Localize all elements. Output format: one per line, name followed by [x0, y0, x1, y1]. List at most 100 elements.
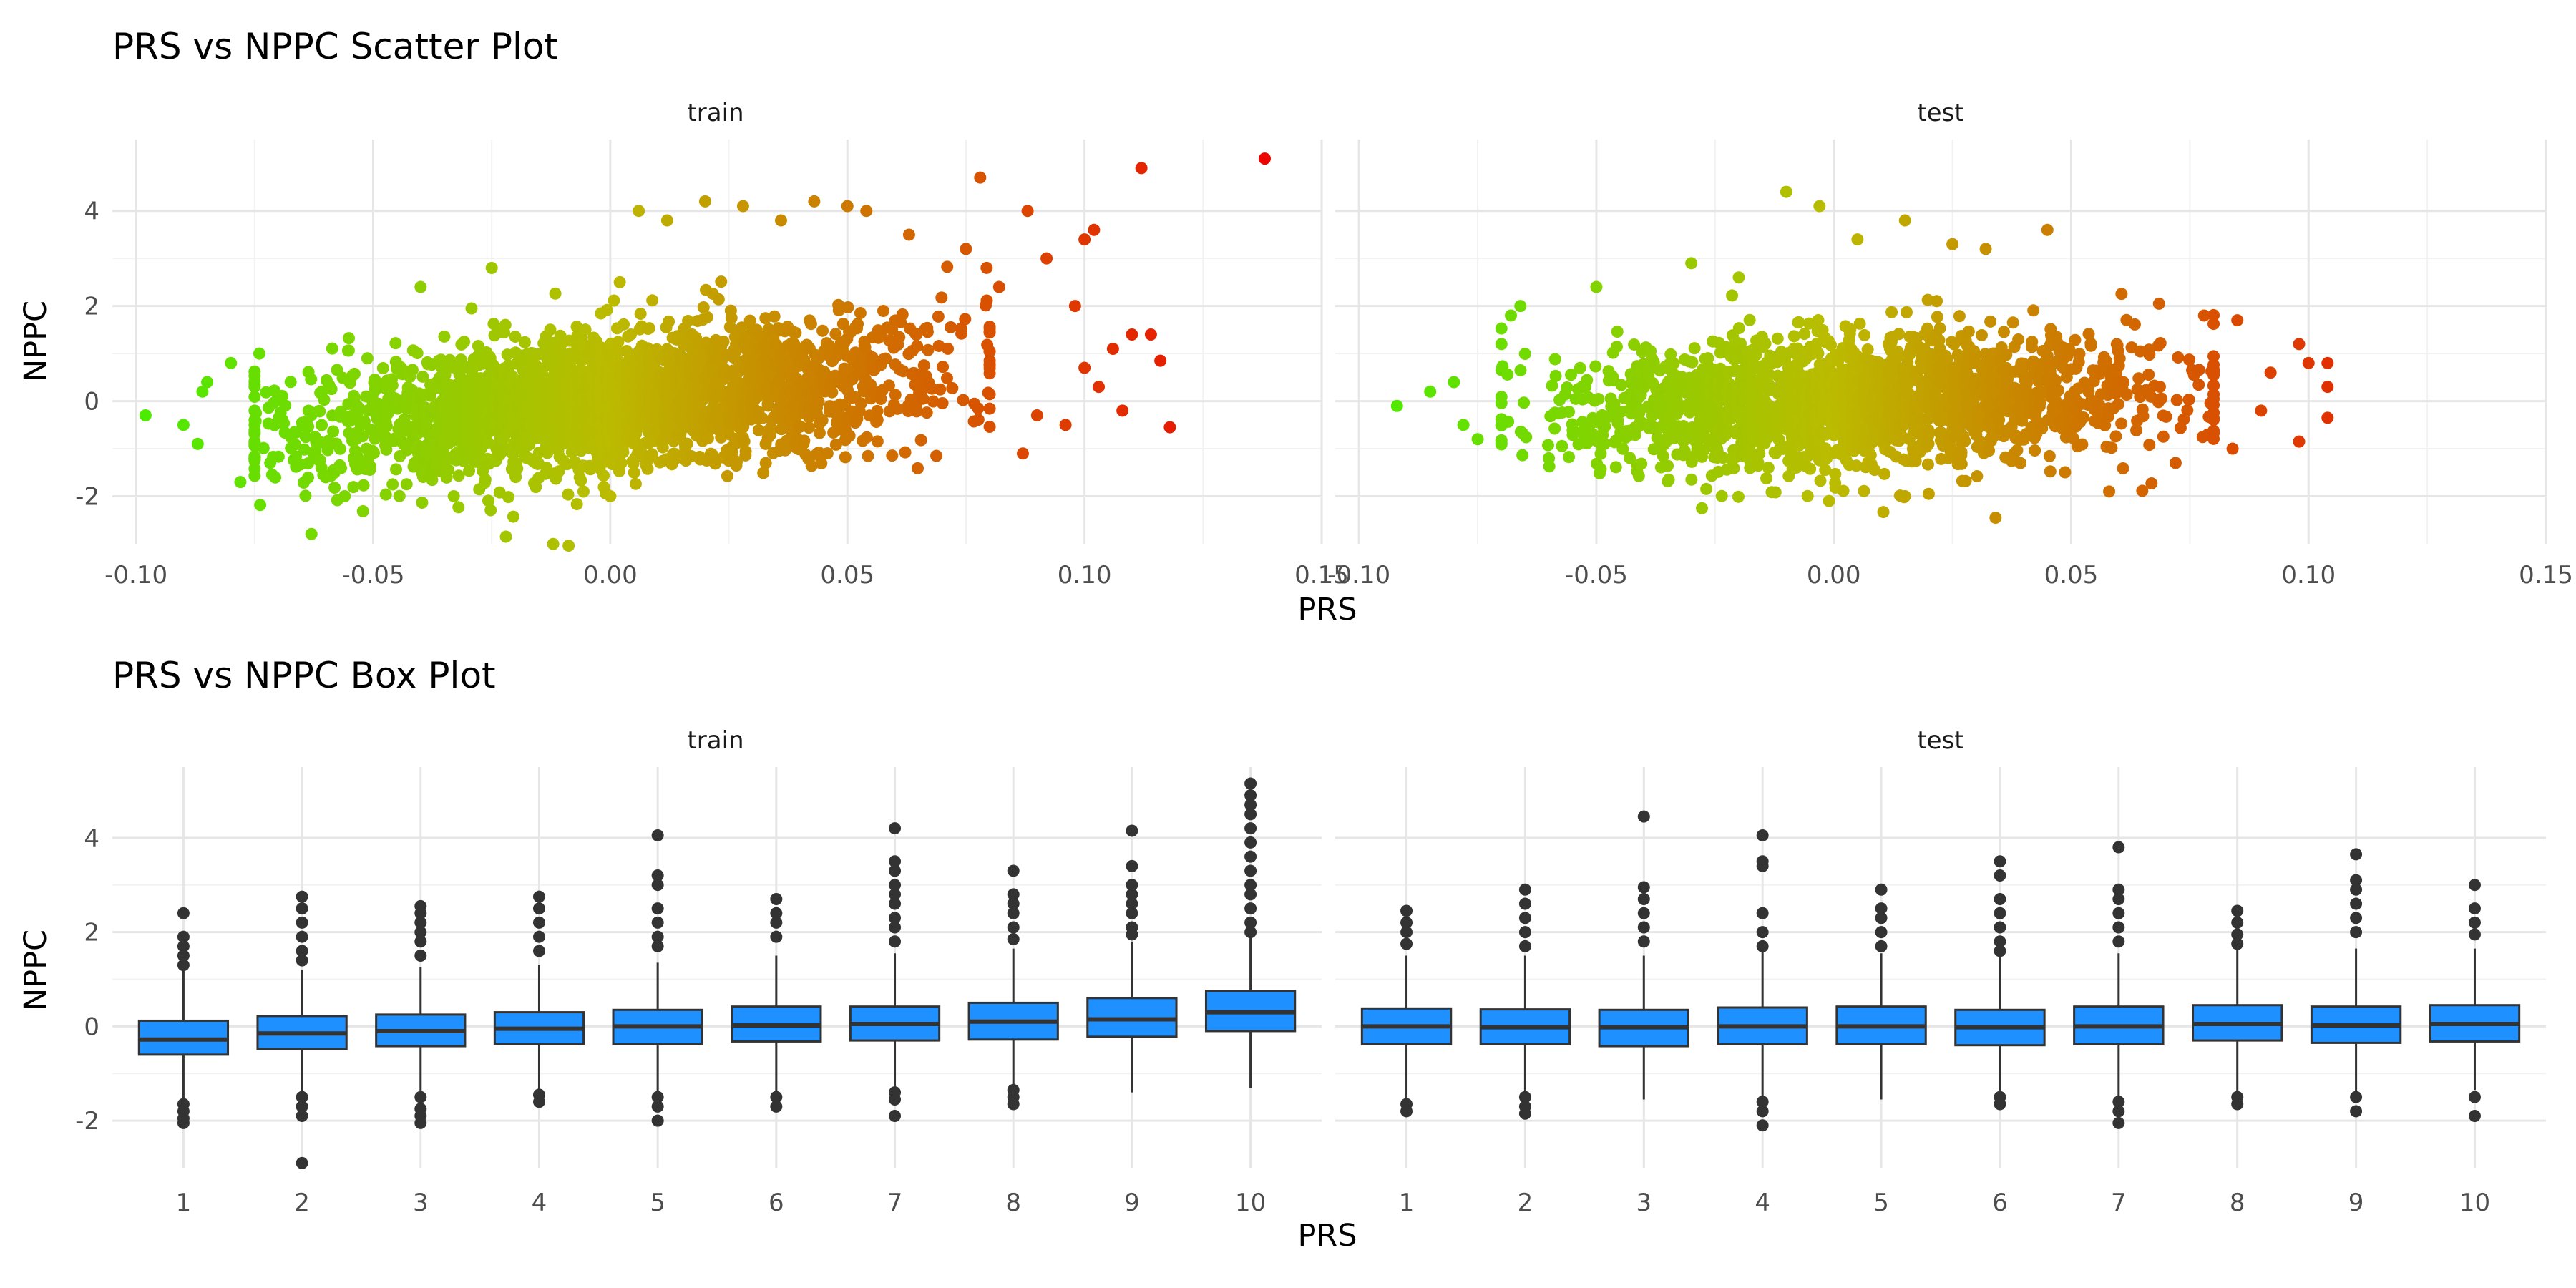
scatter-point [357, 479, 370, 492]
outlier-point [177, 940, 190, 952]
scatter-point [2103, 485, 2116, 498]
x-tick-label: 1 [176, 1189, 192, 1217]
scatter-point [1829, 468, 1842, 481]
scatter-point [1616, 442, 1629, 455]
scatter-point [959, 313, 972, 326]
scatter-point [877, 305, 889, 318]
outlier-point [532, 890, 545, 903]
scatter-point [812, 395, 825, 408]
box-5 [1835, 883, 1927, 1100]
scatter-point [936, 397, 949, 410]
outlier-point [1875, 926, 1888, 939]
scatter-point [248, 369, 261, 382]
scatter-point [2231, 314, 2244, 327]
scatter-point [507, 510, 519, 523]
scatter-point [2043, 449, 2056, 462]
scatter-point [1975, 328, 1988, 341]
scatter-point [862, 449, 874, 462]
scatter-point [2207, 318, 2220, 331]
scatter-point [2051, 384, 2064, 396]
scatter-point [342, 344, 355, 357]
scatter-point [499, 530, 512, 543]
scatter-title: PRS vs NPPC Scatter Plot [112, 26, 558, 67]
scatter-point [2026, 336, 2039, 348]
scatter-point [1979, 243, 1992, 255]
scatter-point [930, 449, 943, 462]
outlier-point [1518, 1091, 1531, 1103]
scatter-point [452, 501, 465, 514]
scatter-point [511, 462, 524, 475]
outlier-point [1007, 921, 1020, 934]
scatter-point [1922, 487, 1935, 500]
outlier-point [889, 855, 902, 868]
scatter-point [955, 327, 968, 340]
scatter-point [1594, 462, 1607, 475]
outlier-point [296, 1110, 308, 1123]
scatter-point [1958, 435, 1971, 448]
scatter-point [1078, 361, 1091, 374]
scatter-point [278, 417, 291, 430]
scatter-point [774, 214, 787, 227]
outlier-point [532, 945, 545, 957]
scatter-point [2117, 376, 2130, 389]
scatter-point [1851, 233, 1864, 246]
outlier-point [651, 1114, 664, 1127]
scatter-point [1088, 223, 1101, 236]
scatter-point [1921, 293, 1934, 306]
y-tick-label: 4 [84, 197, 99, 226]
box-1 [1360, 904, 1453, 1118]
scatter-point [2084, 339, 2097, 352]
y-tick-label: 2 [84, 293, 99, 321]
scatter-point [1864, 449, 1877, 462]
scatter-point [380, 443, 393, 456]
scatter-point [765, 423, 778, 436]
scatter-point [886, 449, 899, 462]
scatter-point [910, 328, 923, 341]
scatter-point [739, 445, 752, 458]
outlier-point [1756, 926, 1769, 939]
scatter-point [927, 395, 940, 408]
scatter-point [2117, 462, 2129, 475]
scatter-point [789, 326, 802, 339]
x-tick-label: 0.15 [1294, 561, 1349, 590]
scatter-point [980, 294, 993, 307]
scatter-point [2142, 369, 2155, 381]
scatter-point [326, 342, 338, 355]
y-tick-label: 4 [84, 824, 99, 853]
scatter-point [1581, 374, 1594, 386]
outlier-point [414, 950, 427, 962]
x-tick-label: 8 [1005, 1189, 1021, 1217]
scatter-point [804, 318, 817, 331]
scatter-point [871, 435, 884, 448]
outlier-point [1518, 1107, 1531, 1120]
scatter-x-axis-title: PRS [1297, 592, 1357, 628]
scatter-point [1678, 444, 1691, 457]
scatter-point [2041, 223, 2054, 236]
scatter-point [544, 323, 557, 336]
scatter-point [2027, 304, 2040, 317]
scatter-point [414, 280, 427, 293]
scatter-point [1258, 152, 1271, 165]
scatter-point [645, 448, 658, 461]
scatter-point [2082, 328, 2095, 341]
scatter-point [342, 332, 355, 345]
scatter-point [1959, 474, 1972, 487]
scatter-point [1941, 352, 1953, 365]
scatter-point [942, 342, 955, 355]
scatter-point [1059, 419, 1072, 431]
scatter-point [743, 314, 756, 327]
box-4 [493, 890, 585, 1108]
scatter-point [1657, 449, 1669, 462]
scatter-point [852, 318, 864, 331]
outlier-point [1244, 879, 1257, 892]
scatter-point [723, 321, 736, 333]
scatter-point [1514, 300, 1527, 313]
scatter-point [889, 389, 902, 401]
scatter-point [1624, 452, 1636, 464]
scatter-point [1877, 506, 1890, 519]
scatter-point [1424, 385, 1437, 398]
outlier-point [1126, 907, 1138, 919]
scatter-point [1040, 252, 1053, 265]
scatter-point [770, 338, 783, 351]
